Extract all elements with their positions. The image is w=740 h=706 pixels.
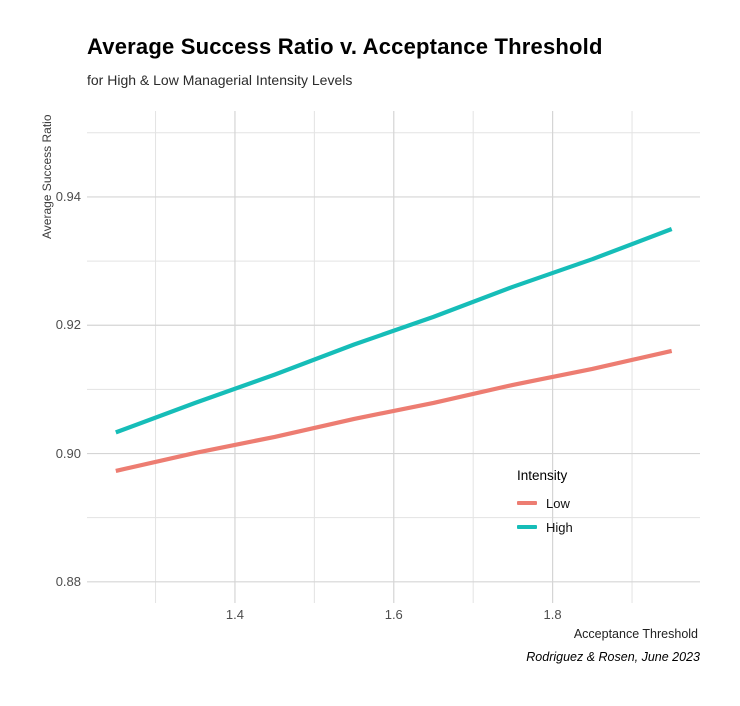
legend-title: Intensity (517, 468, 568, 483)
legend-key-line-icon (517, 501, 537, 505)
x-tick-label: 1.8 (543, 607, 562, 622)
legend-item-label: Low (546, 495, 570, 511)
legend-items: Low High (517, 491, 573, 539)
plot-panel (87, 111, 700, 603)
y-tick-label: 0.88 (55, 573, 81, 589)
legend-item-high: High (517, 515, 573, 539)
x-tick-label: 1.4 (225, 607, 244, 622)
y-tick-label: 0.94 (55, 188, 81, 204)
y-tick-label: 0.92 (55, 317, 81, 333)
chart-caption: Rodriguez & Rosen, June 2023 (526, 650, 700, 664)
series-line-high (115, 227, 673, 435)
legend-item-low: Low (517, 491, 573, 515)
x-tick-label: 1.6 (384, 607, 403, 622)
legend-item-label: High (546, 519, 573, 535)
chart-title: Average Success Ratio v. Acceptance Thre… (87, 34, 603, 59)
x-axis-title: Acceptance Threshold (573, 627, 698, 641)
chart-subtitle: for High & Low Managerial Intensity Leve… (87, 72, 353, 88)
y-axis-title: Average Success Ratio (40, 114, 54, 239)
legend-key-line-icon (517, 525, 537, 529)
y-tick-label: 0.90 (55, 445, 81, 461)
legend: Intensity Low High (517, 467, 573, 539)
series-line-low (115, 348, 673, 473)
